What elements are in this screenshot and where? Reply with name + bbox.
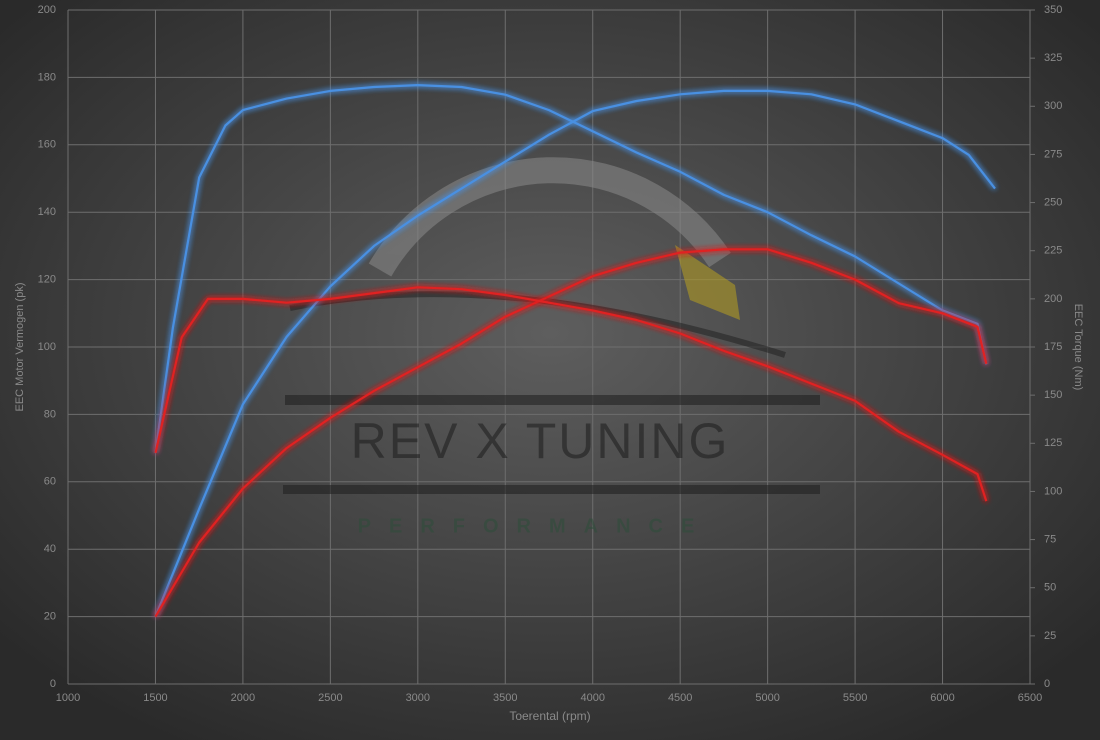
y2-tick-label: 100 <box>1044 485 1062 497</box>
x-tick-label: 2500 <box>318 692 342 704</box>
y-tick-label: 40 <box>44 543 56 555</box>
y-tick-label: 100 <box>38 341 56 353</box>
y2-tick-label: 200 <box>1044 293 1062 305</box>
y-tick-label: 0 <box>50 678 56 690</box>
watermark-gauge <box>368 157 731 277</box>
y2-tick-label: 25 <box>1044 630 1056 642</box>
y-tick-label: 140 <box>38 206 56 218</box>
x-tick-label: 5000 <box>755 692 779 704</box>
y2-tick-label: 125 <box>1044 437 1062 449</box>
y2-tick-label: 250 <box>1044 196 1062 208</box>
y2-tick-label: 275 <box>1044 148 1062 160</box>
x-tick-label: 4000 <box>580 692 604 704</box>
series-line <box>154 286 988 502</box>
x-tick-label: 4500 <box>668 692 692 704</box>
watermark-bar <box>285 395 820 405</box>
y2-tick-label: 350 <box>1044 4 1062 16</box>
x-tick-label: 3000 <box>406 692 430 704</box>
x-tick-label: 2000 <box>231 692 255 704</box>
series-line <box>154 84 988 454</box>
y2-tick-label: 325 <box>1044 52 1062 64</box>
watermark-bar <box>283 485 820 494</box>
watermark-subtitle: PERFORMANCE <box>358 515 713 537</box>
y-tick-label: 80 <box>44 408 56 420</box>
y2-axis-label: EEC Torque (Nm) <box>1072 304 1084 391</box>
x-tick-label: 6000 <box>930 692 954 704</box>
x-tick-label: 6500 <box>1018 692 1042 704</box>
y2-tick-label: 50 <box>1044 582 1056 594</box>
x-tick-label: 5500 <box>843 692 867 704</box>
grid <box>67 9 1031 685</box>
x-tick-label: 3500 <box>493 692 517 704</box>
watermark: REV X TUNING PERFORMANCE <box>283 157 820 537</box>
y2-tick-label: 150 <box>1044 389 1062 401</box>
y-tick-label: 160 <box>38 139 56 151</box>
y2-tick-label: 300 <box>1044 100 1062 112</box>
x-axis-label: Toerental (rpm) <box>509 709 590 723</box>
series-line <box>154 248 988 618</box>
y-tick-label: 120 <box>38 274 56 286</box>
y-tick-label: 180 <box>38 71 56 83</box>
series-line <box>154 89 996 618</box>
x-tick-label: 1000 <box>56 692 80 704</box>
y2-tick-label: 225 <box>1044 245 1062 257</box>
y2-tick-label: 75 <box>1044 533 1056 545</box>
y-tick-label: 200 <box>38 4 56 16</box>
x-tick-label: 1500 <box>143 692 167 704</box>
y-axis-label: EEC Motor Vermogen (pk) <box>14 283 26 412</box>
y2-tick-label: 175 <box>1044 341 1062 353</box>
watermark-title: REV X TUNING <box>351 413 730 469</box>
y2-tick-label: 0 <box>1044 678 1050 690</box>
watermark-gauge-yellow <box>675 245 740 320</box>
y-tick-label: 60 <box>44 476 56 488</box>
y-tick-label: 20 <box>44 611 56 623</box>
